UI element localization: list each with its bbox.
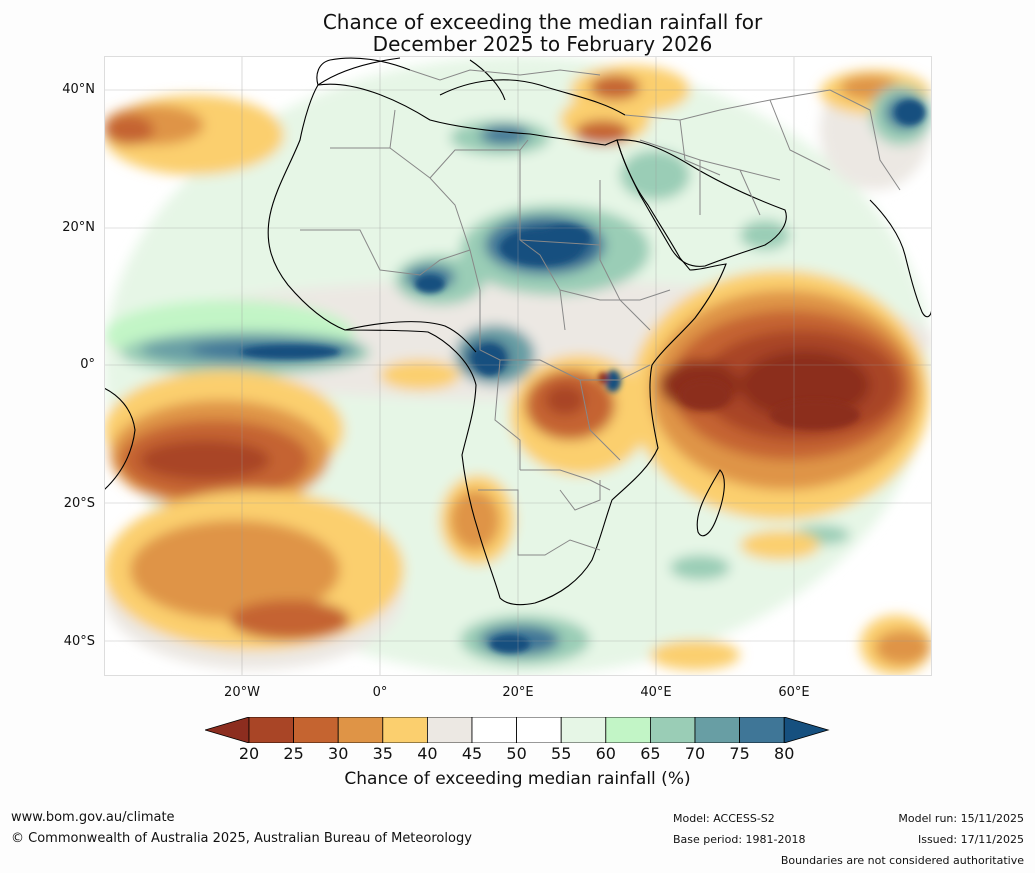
colorbar-tick-50: 50 xyxy=(506,744,527,763)
shade-46 xyxy=(620,150,690,200)
colorbar-bin-70 xyxy=(694,717,740,743)
shade-52 xyxy=(650,640,740,670)
colorbar-tick-55: 55 xyxy=(551,744,572,763)
core-6 xyxy=(240,345,340,359)
core-10 xyxy=(490,635,530,653)
shade-17 xyxy=(104,115,154,145)
shade-28 xyxy=(590,75,640,100)
lon-label-20e: 20°E xyxy=(502,685,534,700)
colorbar-tick-45: 45 xyxy=(461,744,483,763)
model-run-date: Model run: 15/11/2025 xyxy=(898,812,1024,825)
copyright-text: © Commonwealth of Australia 2025, Austra… xyxy=(11,831,472,846)
colorbar-tick-35: 35 xyxy=(372,744,393,763)
colorbar-bin-40 xyxy=(426,717,473,743)
colorbar-bin-25 xyxy=(293,717,339,743)
shade-45 xyxy=(480,125,530,145)
colorbar-tick-30: 30 xyxy=(328,744,349,763)
shade-53 xyxy=(670,555,730,580)
madagascar-coastline xyxy=(696,469,725,537)
lat-label-20s: 20°S xyxy=(63,496,95,511)
gulf-coast xyxy=(344,321,477,353)
colorbar-tick-20: 20 xyxy=(238,744,260,763)
core-8 xyxy=(770,400,860,430)
country-boundaries xyxy=(300,69,901,556)
colorbar-bin-35 xyxy=(382,717,428,743)
chart-title-line1: Chance of exceeding the median rainfall … xyxy=(322,10,763,34)
lat-label-equator: 0° xyxy=(80,357,95,372)
colorbar-tick-65: 65 xyxy=(640,744,661,763)
shade-11 xyxy=(140,440,270,480)
website-link[interactable]: www.bom.gov.au/climate xyxy=(11,810,175,825)
south-america-coastline xyxy=(104,387,136,491)
iberia-coastline xyxy=(316,57,411,86)
colorbar-bin-60 xyxy=(605,717,651,743)
graticule xyxy=(104,56,932,676)
colorbar-arrow-low xyxy=(205,717,250,743)
shade-14 xyxy=(230,600,350,640)
core-7 xyxy=(680,380,730,410)
shade-37 xyxy=(545,385,585,415)
probability-shading-core xyxy=(240,100,925,653)
shade-13 xyxy=(130,520,340,620)
colorbar-bin-30 xyxy=(337,717,384,743)
colorbar-tick-25: 25 xyxy=(283,744,304,763)
core-1 xyxy=(540,225,590,250)
lon-label-60e: 60°E xyxy=(778,685,810,700)
issued-date: Issued: 17/11/2025 xyxy=(917,833,1024,846)
colorbar-tick-75: 75 xyxy=(729,744,750,763)
shade-55 xyxy=(740,530,820,560)
colorbar-bin-20 xyxy=(248,717,294,743)
colorbar-tick-70: 70 xyxy=(684,744,706,763)
lat-label-20n: 20°N xyxy=(62,220,95,235)
colorbar-bin-65 xyxy=(649,717,696,743)
colorbar-tick-40: 40 xyxy=(417,744,438,763)
boundary-disclaimer: Boundaries are not considered authoritat… xyxy=(780,854,1024,867)
core-2 xyxy=(415,275,445,293)
colorbar-bin-75 xyxy=(739,717,785,743)
core-3 xyxy=(475,345,505,375)
colorbar-tick-60: 60 xyxy=(595,744,616,763)
core-4 xyxy=(605,370,621,392)
rainfall-probability-map xyxy=(104,56,932,676)
shade-26 xyxy=(575,120,630,145)
coastlines xyxy=(104,57,932,606)
shade-47 xyxy=(740,220,790,250)
colorbar-bin-45 xyxy=(471,717,517,743)
model-name: Model: ACCESS-S2 xyxy=(673,812,775,825)
chart-title-line2: December 2025 to February 2026 xyxy=(372,32,713,56)
lat-label-40s: 40°S xyxy=(63,634,95,649)
shade-56 xyxy=(380,360,460,390)
india-coastline xyxy=(869,190,932,318)
core-5 xyxy=(598,372,608,384)
map-frame xyxy=(104,56,932,676)
colorbar xyxy=(205,717,830,743)
arabia-coastline xyxy=(616,139,787,267)
lon-label-40e: 40°E xyxy=(640,685,672,700)
core-9 xyxy=(895,100,925,125)
lat-label-40n: 40°N xyxy=(62,82,95,97)
colorbar-tick-80: 80 xyxy=(774,744,795,763)
colorbar-bin-50 xyxy=(516,717,562,743)
colorbar-label: Chance of exceeding median rainfall (%) xyxy=(344,769,691,789)
lon-label-0: 0° xyxy=(372,685,388,700)
colorbar-bin-55 xyxy=(560,717,607,743)
europe-coastline xyxy=(317,57,626,116)
lon-label-20w: 20°W xyxy=(224,685,260,700)
base-period: Base period: 1981-2018 xyxy=(673,833,806,846)
shade-51 xyxy=(875,630,930,665)
colorbar-arrow-high xyxy=(783,717,830,743)
